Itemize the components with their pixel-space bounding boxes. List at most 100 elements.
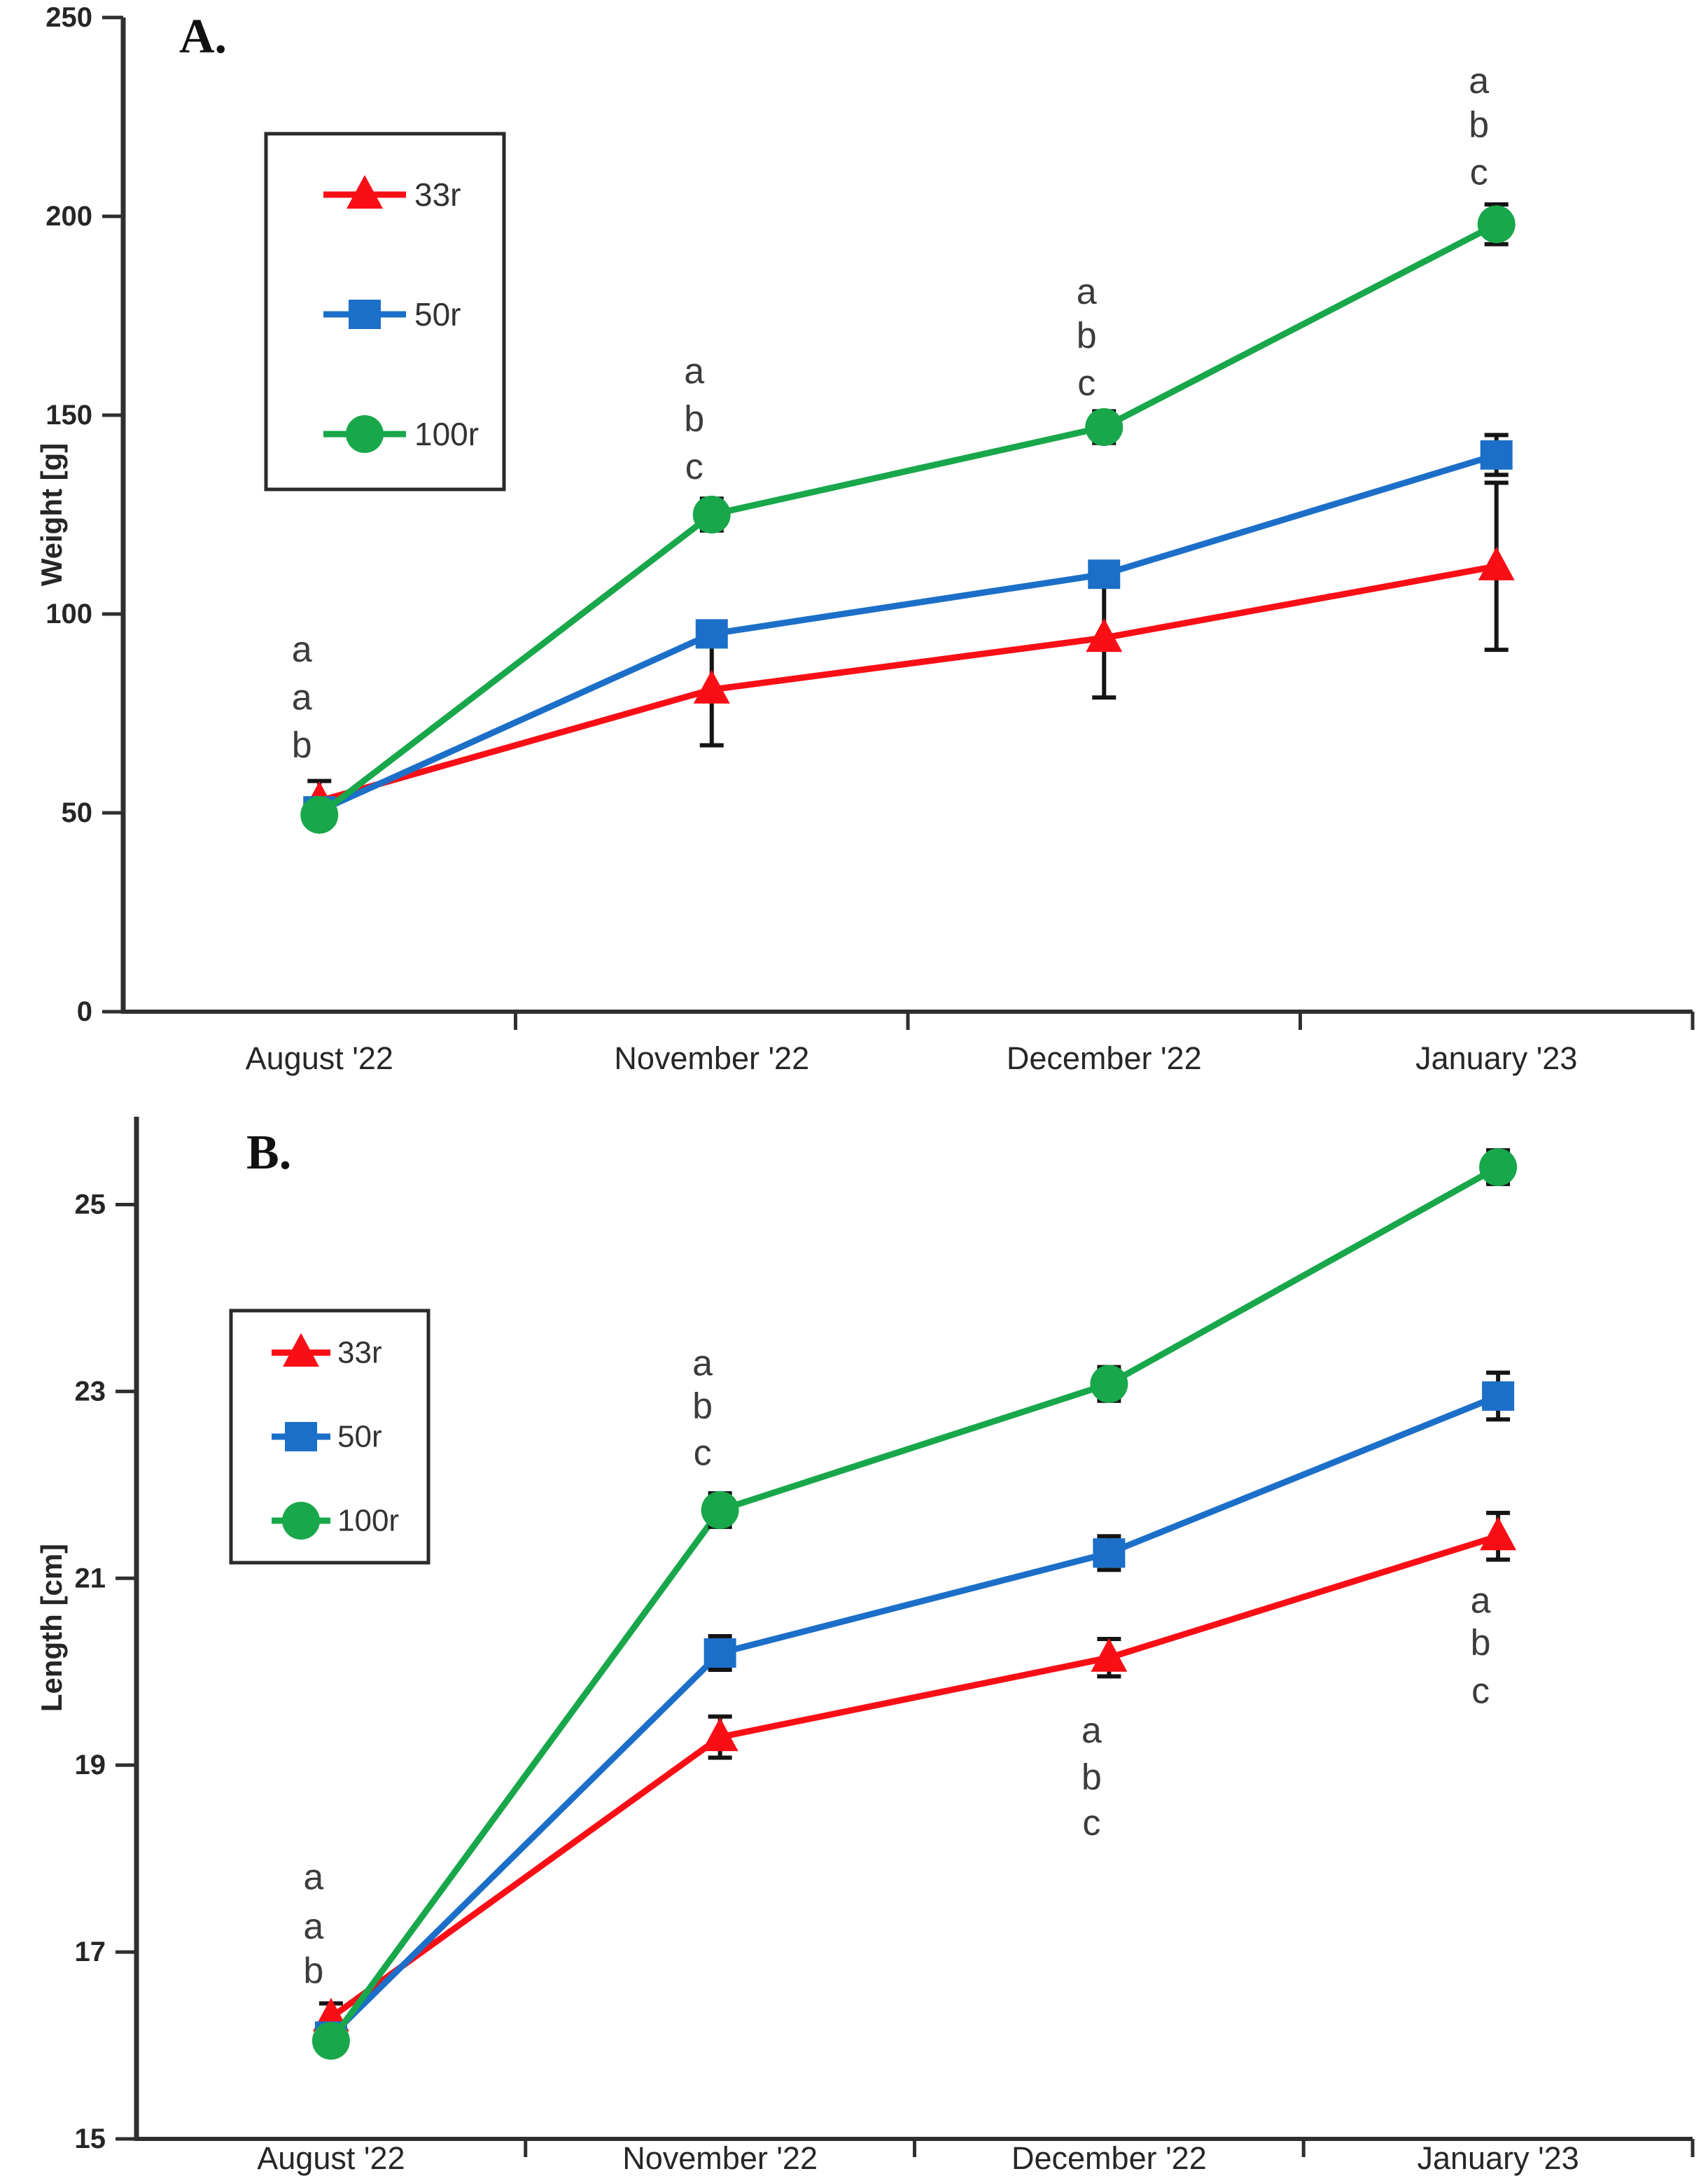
letter-annotation: a [1082, 1710, 1102, 1751]
data-point-100r [312, 2021, 350, 2060]
legend-marker-33r [346, 175, 383, 209]
data-point-33r [1478, 546, 1515, 580]
y-axis-title: Weight [g] [35, 443, 68, 587]
data-point-33r [701, 1717, 738, 1752]
data-point-100r [1085, 408, 1124, 447]
legend-label-33r: 33r [414, 176, 461, 213]
legend-label-50r: 50r [337, 1420, 382, 1454]
y-tick-label: 15 [75, 2123, 106, 2154]
x-category-label: November '22 [614, 1040, 809, 1076]
letter-annotation: c [1077, 363, 1096, 404]
letter-annotation: b [1082, 1757, 1102, 1798]
y-tick-label: 200 [46, 201, 92, 232]
series-100r [300, 202, 1516, 834]
letter-annotation: c [1470, 153, 1488, 193]
legend: 33r 50r 100r [264, 132, 506, 491]
data-point-50r [1482, 1381, 1515, 1411]
series-line-100r [317, 221, 1498, 818]
legend-marker-100r [282, 1502, 320, 1540]
legend-label-33r: 33r [337, 1336, 382, 1370]
letter-annotation: a [692, 1343, 713, 1383]
letter-annotation: b [1471, 1622, 1491, 1663]
panel-a: 0 50 100 150 200 250 August '22 November '22 Dec… [35, 2, 1695, 1076]
letter-annotation: a [1469, 61, 1489, 102]
data-point-50r [704, 1638, 736, 1668]
data-point-33r [1086, 618, 1123, 653]
y-tick-label: 100 [46, 599, 92, 629]
x-category-label: December '22 [1011, 2140, 1207, 2176]
series-line-50r [328, 1393, 1499, 2039]
letter-annotation: a [1471, 1580, 1491, 1621]
legend-label-50r: 50r [414, 296, 461, 333]
y-tick-label: 50 [62, 797, 93, 828]
y-tick-label: 150 [46, 400, 92, 431]
legend-label-100r: 100r [414, 416, 479, 452]
data-point-100r [1479, 1148, 1518, 1187]
panel-label: A. [179, 10, 227, 64]
letter-annotation: c [694, 1432, 712, 1473]
letter-annotation: a [1077, 272, 1097, 312]
axes: 0 50 100 150 200 250 August '22 November '22 Dec… [46, 2, 1695, 1076]
legend-marker-33r [283, 1333, 319, 1367]
data-point-50r [1480, 440, 1513, 470]
legend: 33r 50r 100r [229, 1309, 430, 1565]
letter-annotation: b [684, 399, 704, 440]
letter-annotation: a [303, 1906, 323, 1947]
letter-annotation: b [303, 1951, 323, 1991]
letter-annotation: b [692, 1386, 713, 1427]
x-category-label: August '22 [257, 2140, 405, 2176]
data-point-50r [1088, 559, 1121, 590]
data-point-33r [1091, 1638, 1128, 1672]
series-line-50r [318, 452, 1498, 814]
series-line-100r [328, 1164, 1500, 2043]
series-50r [303, 433, 1513, 826]
data-point-50r [1093, 1538, 1126, 1568]
y-tick-label: 23 [75, 1376, 106, 1407]
y-axis-title: Length [cm] [35, 1544, 68, 1712]
series-line-33r [329, 1533, 1499, 2021]
y-tick-label: 19 [75, 1750, 106, 1780]
y-tick-label: 21 [75, 1563, 106, 1593]
letter-annotation: b [1469, 104, 1489, 145]
y-tick-label: 25 [75, 1189, 106, 1220]
series-33r [301, 480, 1515, 823]
legend-marker-50r [285, 1422, 317, 1451]
letter-annotation: b [1077, 315, 1097, 356]
series-50r [314, 1370, 1515, 2051]
data-point-50r [695, 619, 728, 649]
series-line-33r [318, 563, 1497, 804]
data-point-100r [1477, 205, 1516, 244]
data-point-100r [701, 1491, 739, 1529]
x-category-label: January '23 [1418, 2140, 1579, 2176]
data-point-33r [693, 669, 730, 704]
data-point-100r [300, 795, 339, 834]
x-category-label: January '23 [1415, 1040, 1577, 1076]
letter-annotation: b [292, 725, 312, 765]
letter-annotation: c [685, 447, 704, 487]
x-category-label: December '22 [1007, 1040, 1202, 1076]
panel-label: B. [246, 1126, 291, 1180]
y-tick-label: 0 [77, 996, 92, 1027]
y-tick-label: 250 [46, 2, 92, 33]
legend-marker-50r [349, 300, 381, 329]
series-100r [312, 1148, 1518, 2060]
data-point-33r [1480, 1516, 1517, 1551]
y-tick-label: 17 [75, 1937, 106, 1967]
letter-annotation: a [303, 1857, 323, 1897]
letter-annotation: c [1082, 1803, 1100, 1843]
x-category-label: August '22 [246, 1040, 393, 1076]
legend-marker-100r [346, 415, 384, 453]
letter-annotation: a [292, 677, 312, 718]
series-33r [312, 1510, 1517, 2034]
x-category-label: November '22 [622, 2140, 818, 2176]
panel-b: 15 17 19 21 23 25 August '22 November '22 Decemb… [35, 1117, 1695, 2176]
letter-annotation: c [1471, 1671, 1490, 1712]
letter-annotation: a [292, 629, 312, 670]
legend-label-100r: 100r [337, 1504, 399, 1538]
axes: 15 17 19 21 23 25 August '22 November '22 Decemb… [75, 1117, 1695, 2176]
data-point-100r [1090, 1365, 1128, 1403]
